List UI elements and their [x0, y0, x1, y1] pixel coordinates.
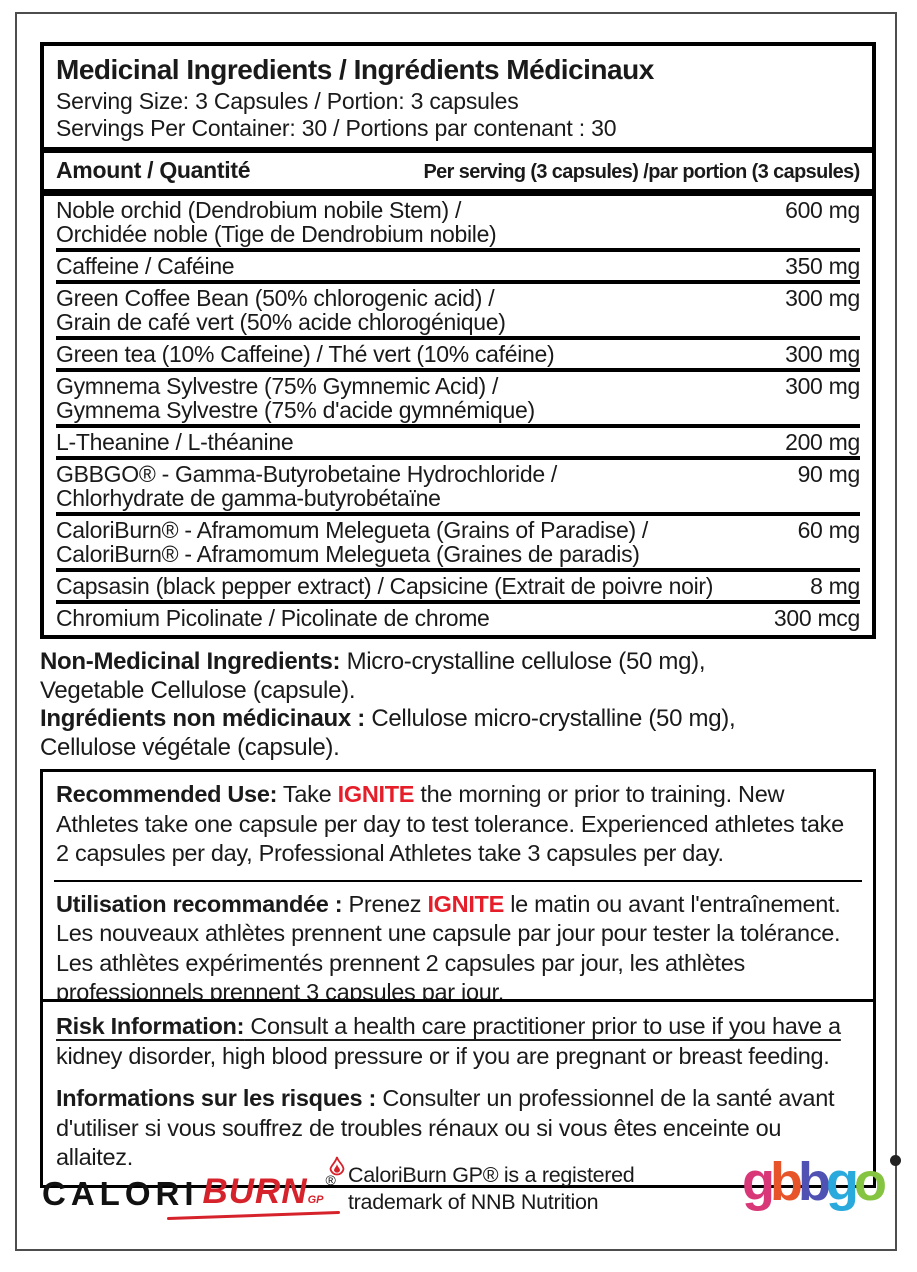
table-row: GBBGO® - Gamma-Butyrobetaine Hydrochlori… [56, 460, 860, 512]
table-row: Green Coffee Bean (50% chlorogenic acid)… [56, 284, 860, 336]
ingredient-name: GBBGO® - Gamma-Butyrobetaine Hydrochlori… [56, 461, 557, 487]
ingredient-name: Capsasin (black pepper extract) / Capsic… [56, 573, 714, 599]
column-header-amount: Amount / Quantité [56, 157, 251, 183]
gbbgo-letter: g [742, 1152, 775, 1212]
divider-bar-thick [44, 189, 872, 196]
row-separator [56, 600, 860, 604]
ingredient-name: Caffeine / Caféine [56, 253, 235, 279]
column-header-per-serving: Per serving (3 capsules) /par portion (3… [423, 160, 861, 183]
ingredient-name: L-Theanine / L-théanine [56, 429, 294, 455]
brand-name-ignite: IGNITE [427, 890, 504, 917]
ingredient-amount: 300 mg [785, 373, 860, 399]
recommended-use-box: Recommended Use: Take IGNITE the morning… [40, 769, 876, 1021]
table-title: Medicinal Ingredients / Ingrédients Médi… [56, 54, 654, 85]
table-header-row: Amount / Quantité Per serving (3 capsule… [56, 153, 861, 189]
ingredient-name-fr: Chlorhydrate de gamma-butyrobétaïne [56, 485, 441, 511]
caloriburn-logo-gp: GP [307, 1194, 324, 1206]
ingredient-amount: 90 mg [797, 461, 861, 487]
trademark-line2: trademark of NNB Nutrition [348, 1190, 599, 1214]
brand-name-ignite: IGNITE [337, 781, 415, 807]
recommended-use-fr: Utilisation recommandée : Prenez IGNITE … [56, 890, 860, 1008]
non-medicinal-ingredients: Non-Medicinal Ingredients: Micro-crystal… [40, 648, 785, 762]
ingredient-amount: 200 mg [785, 429, 860, 455]
row-separator [56, 512, 860, 516]
recommended-use-fr-label: Utilisation recommandée : [56, 890, 343, 917]
ingredient-amount: 600 mg [785, 197, 860, 223]
gbbgo-letter: b [798, 1152, 831, 1212]
ingredient-name: Green tea (10% Caffeine) / Thé vert (10%… [56, 341, 555, 367]
gbbgo-letter: g [826, 1152, 859, 1212]
table-row: Green tea (10% Caffeine) / Thé vert (10%… [56, 340, 860, 368]
non-medicinal-en: Non-Medicinal Ingredients: Micro-crystal… [40, 648, 785, 705]
ingredient-amount: 300 mcg [773, 605, 860, 631]
table-row: Capsasin (black pepper extract) / Capsic… [56, 572, 860, 600]
ingredient-name: Green Coffee Bean (50% chlorogenic acid)… [56, 285, 495, 311]
ingredient-name: Noble orchid (Dendrobium nobile Stem) / [56, 197, 462, 223]
recommended-use-en-before: Take [277, 781, 338, 807]
gbbgo-letter: o [854, 1152, 887, 1212]
ingredient-amount: 8 mg [810, 573, 860, 599]
non-medicinal-fr-label: Ingrédients non médicinaux : [40, 705, 365, 732]
non-medicinal-fr-text: Cellulose micro-crystalline (50 mg), Cel… [40, 705, 736, 761]
ingredient-name: Chromium Picolinate / Picolinate de chro… [56, 605, 490, 631]
servings-per-container: Servings Per Container: 30 / Portions pa… [56, 115, 617, 141]
risk-information-fr-label: Informations sur les risques : [56, 1085, 377, 1111]
risk-information-fr: Informations sur les risques : Consulter… [56, 1084, 860, 1173]
gbbgo-registered-dot [890, 1155, 901, 1166]
medicinal-ingredients-table: Medicinal Ingredients / Ingrédients Médi… [40, 42, 876, 639]
ingredient-name-fr: CaloriBurn® - Aframomum Melegueta (Grain… [56, 541, 640, 567]
row-separator [56, 280, 860, 284]
flame-icon [329, 1156, 345, 1176]
caloriburn-logo-calori: CALORI [42, 1175, 199, 1212]
non-medicinal-en-text: Micro-crystalline cellulose (50 mg), Veg… [40, 648, 706, 704]
ingredient-amount: 350 mg [785, 253, 860, 279]
risk-information-fr-text: Consulter un professionnel de la santé a… [56, 1085, 835, 1170]
recommended-use-en-text: the morning or prior to training. New At… [56, 781, 844, 866]
risk-information-en-underlined: Consult a health care practitioner prior… [244, 1013, 841, 1039]
row-separator [56, 456, 860, 460]
table-row: L-Theanine / L-théanine 200 mg [56, 428, 860, 456]
row-separator [56, 336, 860, 340]
recommended-use-en: Recommended Use: Take IGNITE the morning… [56, 780, 860, 869]
ingredient-name: CaloriBurn® - Aframomum Melegueta (Grain… [56, 517, 648, 543]
ingredient-amount: 300 mg [785, 285, 860, 311]
risk-information-en-label: Risk Information: [56, 1013, 245, 1039]
trademark-line1: CaloriBurn GP® is a registered [348, 1163, 635, 1187]
row-separator [56, 248, 860, 252]
caloriburn-logo-burn: BURN [202, 1172, 308, 1211]
table-row: Caffeine / Caféine 350 mg [56, 252, 860, 280]
recommended-use-en-label: Recommended Use: [56, 781, 278, 807]
table-row: Gymnema Sylvestre (75% Gymnemic Acid) / G… [56, 372, 860, 424]
gbbgo-logo: gbbgo [742, 1152, 901, 1212]
recommended-use-fr-text: le matin ou avant l'entraînement. Les no… [56, 890, 841, 1006]
trademark-text: CaloriBurn GP® is a registered trademark… [348, 1162, 635, 1216]
gbbgo-letter: b [770, 1152, 803, 1212]
recommended-use-fr-before: Prenez [342, 890, 428, 917]
table-row: Noble orchid (Dendrobium nobile Stem) / O… [56, 196, 860, 248]
box-divider [54, 879, 862, 882]
row-separator [56, 424, 860, 428]
risk-information-en: Risk Information: Consult a health care … [56, 1012, 860, 1071]
ingredient-amount: 300 mg [785, 341, 860, 367]
risk-information-box: Risk Information: Consult a health care … [40, 999, 876, 1188]
row-separator [56, 368, 860, 372]
table-row: Chromium Picolinate / Picolinate de chro… [56, 604, 860, 635]
serving-size: Serving Size: 3 Capsules / Portion: 3 ca… [56, 88, 519, 114]
risk-information-en-rest: kidney disorder, high blood pressure or … [56, 1042, 830, 1069]
non-medicinal-fr: Ingrédients non médicinaux : Cellulose m… [40, 705, 785, 762]
registered-trademark-symbol: ® [325, 1172, 336, 1188]
ingredient-name-fr: Grain de café vert (50% acide chlorogéni… [56, 309, 506, 335]
ingredient-name: Gymnema Sylvestre (75% Gymnemic Acid) / [56, 373, 499, 399]
table-row: CaloriBurn® - Aframomum Melegueta (Grain… [56, 516, 860, 568]
caloriburn-logo: CALORI BURNGP® [42, 1156, 345, 1221]
divider-bar [44, 147, 872, 153]
ingredient-amount: 60 mg [797, 517, 861, 543]
row-separator [56, 568, 860, 572]
ingredient-name-fr: Orchidée noble (Tige de Dendrobium nobil… [56, 221, 497, 247]
ingredient-name-fr: Gymnema Sylvestre (75% d'acide gymnémiqu… [56, 397, 535, 423]
non-medicinal-en-label: Non-Medicinal Ingredients: [40, 648, 341, 675]
